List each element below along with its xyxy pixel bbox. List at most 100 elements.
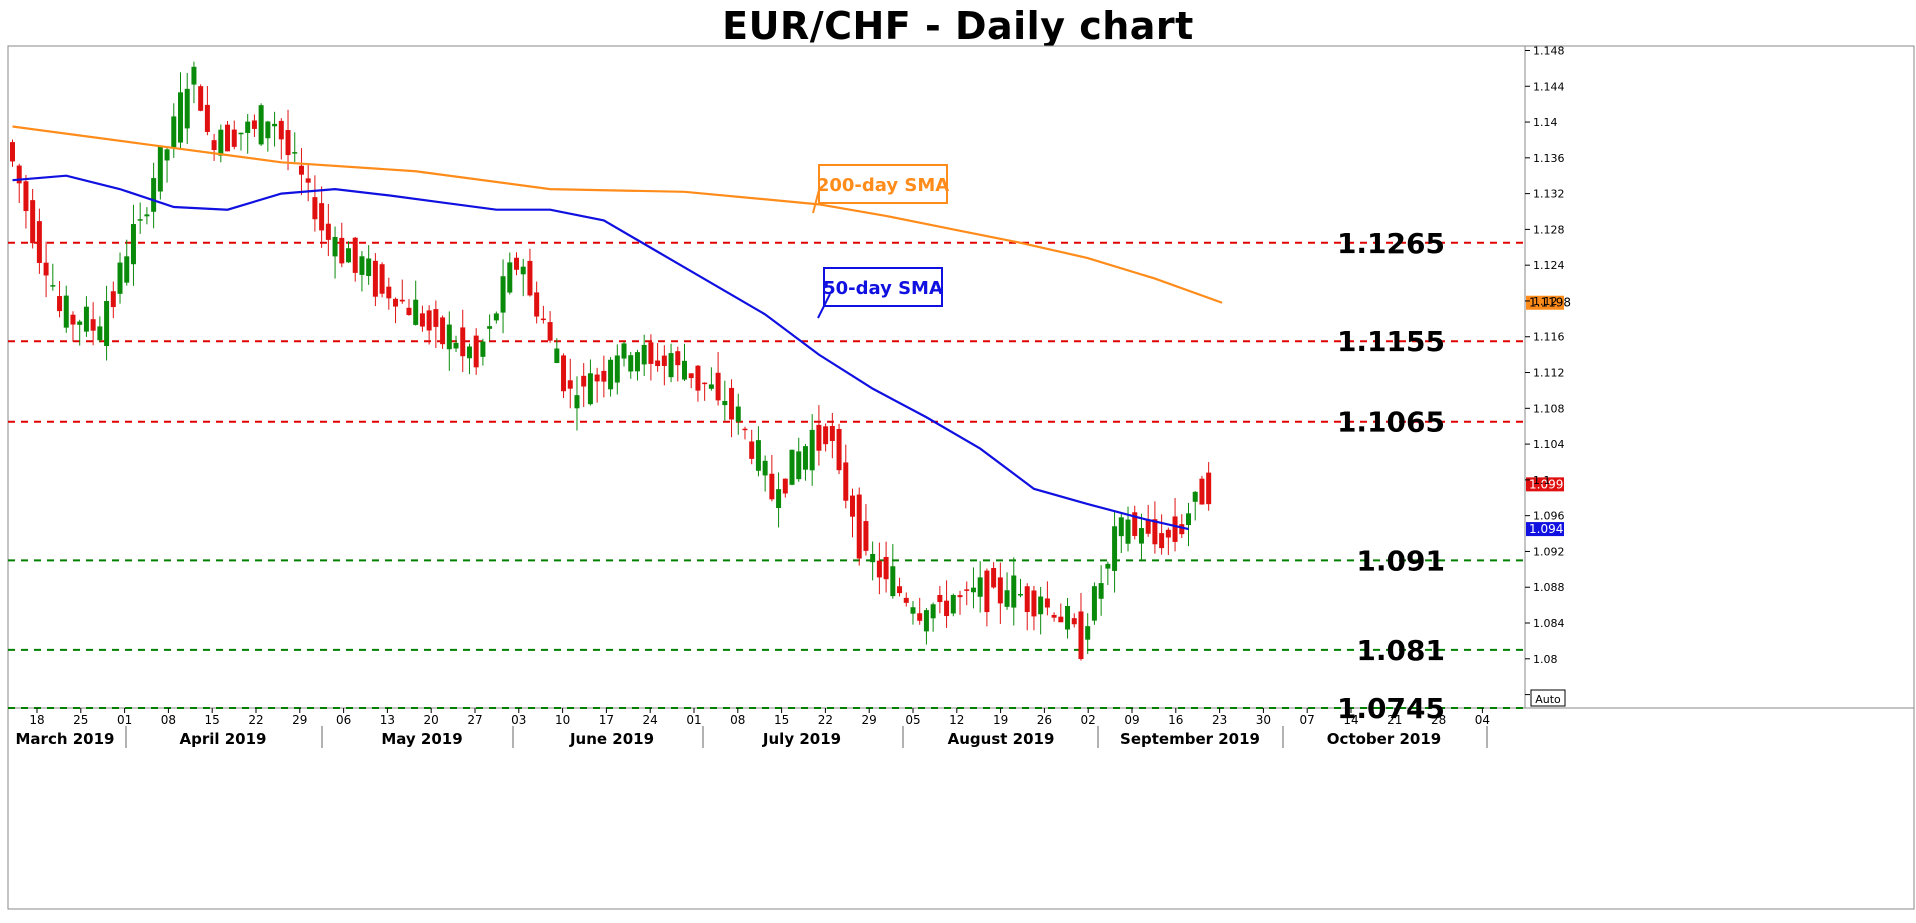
support-resistance-levels: 1.1265 1.1155 1.1065 1.091 1.081 1.0745 (8, 227, 1525, 725)
time-tick-label: 27 (467, 713, 482, 727)
month-label: September 2019 (1120, 730, 1260, 748)
level-label: 1.0745 (1337, 692, 1445, 725)
candle-body (171, 116, 177, 148)
candle-body (104, 301, 110, 347)
moving-average-lines: 1.1198 1.0945 1.0995 (12, 125, 1571, 537)
auto-scale-button[interactable] (1530, 689, 1566, 707)
sma200-callout-box (818, 164, 948, 204)
candle-body (77, 321, 83, 325)
candle-body (30, 200, 36, 244)
candle-body (117, 262, 123, 294)
candle-body (903, 597, 909, 603)
time-tick-label: 10 (555, 713, 570, 727)
candle-body (1179, 524, 1185, 535)
candle-body (675, 351, 681, 366)
price-tick-label: 1.112 (1533, 367, 1565, 380)
candle-body (587, 373, 593, 405)
candle-body (480, 341, 486, 357)
sma200-callout-label: 200-day SMA (817, 175, 949, 196)
candle-body (178, 92, 183, 143)
level-label: 1.1265 (1337, 227, 1445, 260)
time-tick-label: 02 (1081, 713, 1096, 727)
candle-body (184, 88, 190, 129)
candle-body (614, 355, 620, 383)
candle-body (829, 425, 835, 442)
candle-body (661, 355, 667, 366)
candle-body (460, 327, 466, 357)
time-tick-label: 29 (292, 713, 307, 727)
candle-body (151, 178, 157, 212)
auto-scale-button-label[interactable]: Auto (1535, 693, 1561, 706)
time-tick-label: 21 (1387, 713, 1402, 727)
candle-body (856, 494, 862, 559)
candlestick-series (10, 61, 1212, 661)
axes: 1.1481.1441.141.1361.1321.1281.1241.121.… (16, 44, 1566, 748)
candle-body (863, 521, 869, 551)
level-label: 1.1155 (1337, 325, 1445, 358)
time-tick-label: 22 (248, 713, 263, 727)
price-tick-label: 1.12 (1533, 295, 1558, 308)
candle-body (850, 495, 855, 517)
candle-body (796, 451, 802, 480)
month-label: August 2019 (948, 730, 1055, 748)
month-label: April 2019 (180, 730, 267, 748)
time-tick-label: 15 (774, 713, 789, 727)
time-tick-label: 26 (1037, 713, 1052, 727)
candle-body (742, 428, 748, 431)
candle-body (514, 257, 519, 270)
candle-body (211, 140, 217, 151)
candle-body (870, 553, 876, 563)
candle-body (70, 314, 76, 325)
time-tick-label: 24 (643, 713, 658, 727)
candle-body (57, 296, 63, 312)
price-tick-label: 1.128 (1533, 223, 1565, 236)
candle-body (292, 152, 298, 154)
candle-body (1206, 472, 1212, 505)
time-tick-label: 05 (905, 713, 920, 727)
candle-body (265, 121, 271, 139)
candle-body (144, 214, 150, 217)
candle-body (1186, 513, 1191, 526)
candle-body (883, 556, 889, 580)
sma-value-tag-label: 1.0945 (1529, 522, 1571, 536)
time-tick-label: 20 (424, 713, 439, 727)
candle-body (628, 355, 634, 372)
time-tick-label: 18 (29, 713, 44, 727)
candle-body (594, 374, 600, 382)
level-label: 1.1065 (1337, 406, 1445, 439)
time-tick-label: 01 (686, 713, 701, 727)
candle-body (890, 566, 896, 597)
candle-body (446, 324, 452, 350)
candle-body (977, 577, 983, 597)
sma-200-line (12, 125, 1223, 304)
candle-body (386, 286, 392, 299)
candle-body (876, 560, 882, 578)
price-tick-label: 1.104 (1533, 438, 1565, 451)
time-tick-label: 06 (336, 713, 351, 727)
candle-body (729, 387, 735, 420)
candle-body (930, 604, 936, 619)
candle-body (36, 221, 42, 263)
candle-body (608, 359, 614, 390)
candle-body (601, 370, 607, 382)
time-tick-label: 30 (1256, 713, 1271, 727)
time-tick-label: 17 (599, 713, 614, 727)
candle-body (272, 123, 278, 127)
candle-body (379, 264, 385, 294)
candle-body (540, 318, 546, 321)
annotations: 200-day SMA 50-day SMA (812, 164, 949, 319)
candle-body (164, 149, 170, 161)
level-label: 1.081 (1356, 634, 1445, 667)
candle-body (1098, 583, 1104, 599)
candle-body (1031, 590, 1037, 617)
candle-body (23, 181, 29, 212)
candle-body (1172, 516, 1178, 542)
candle-body (339, 237, 345, 264)
candle-body (1118, 517, 1124, 537)
time-tick-label: 22 (818, 713, 833, 727)
candle-body (984, 570, 990, 613)
candle-body (809, 429, 815, 471)
candle-body (1105, 563, 1111, 569)
candle-body (16, 165, 22, 184)
candle-body (466, 346, 472, 359)
